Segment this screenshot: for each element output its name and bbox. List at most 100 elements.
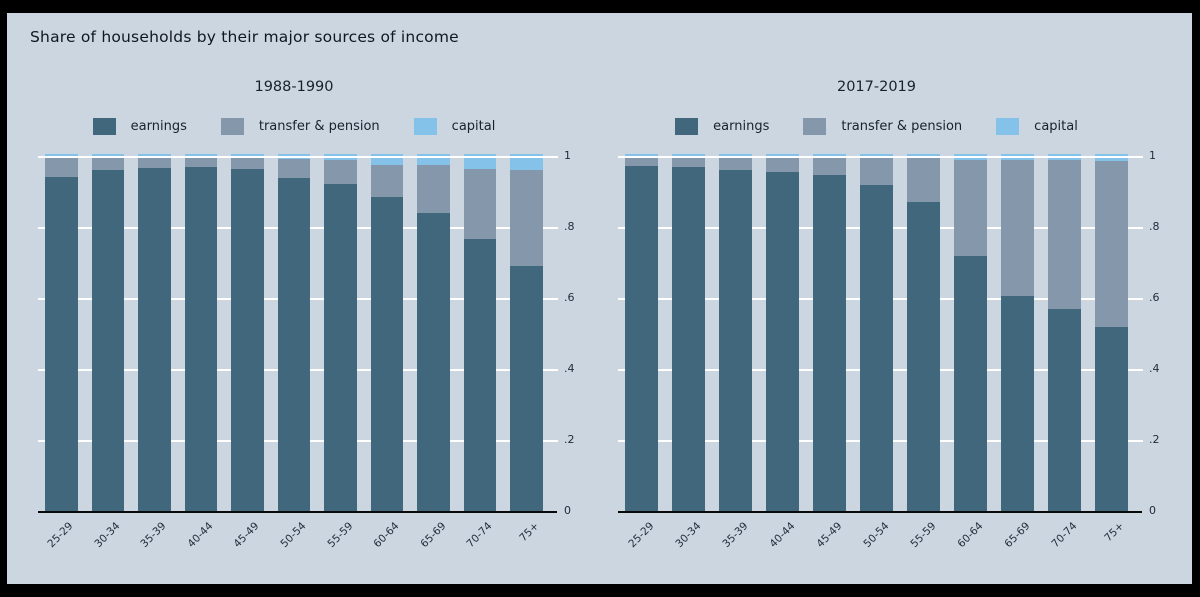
bar-column-65-69	[410, 154, 457, 512]
bar-segment-earnings	[231, 169, 264, 512]
stacked-bar-75+	[1095, 154, 1128, 512]
y-tick-label: 0	[1149, 504, 1156, 517]
x-tick-label-30-34: 30-34	[672, 520, 703, 551]
x-tick-label-65-69: 65-69	[1001, 520, 1032, 551]
bar-segment-capital	[1095, 154, 1128, 161]
stacked-bar-55-59	[907, 154, 940, 512]
bar-segment-earnings	[324, 184, 357, 512]
stacked-bar-70-74	[1048, 154, 1081, 512]
x-tick-label-45-49: 45-49	[231, 520, 262, 551]
bar-segment-capital	[907, 154, 940, 159]
x-tick-label-35-39: 35-39	[138, 520, 169, 551]
transfer-pension-swatch-icon	[803, 118, 827, 135]
bar-segment-earnings	[510, 265, 544, 512]
plot-area-2017-2019: 0 .2 .4 .6 .8 1 25-29 30-34 35-39 40-44 45-49 50-54…	[618, 149, 1160, 550]
panel-1988-1990: 1988-1990 earnings transfer & pension ca…	[7, 13, 1192, 584]
legend-label-earnings: earnings	[713, 119, 770, 134]
bar-segment-capital	[138, 154, 171, 156]
bar-segment-earnings	[277, 177, 311, 512]
bar-segment-earnings	[672, 166, 705, 512]
bar-segment-transfer	[510, 170, 544, 266]
bar-segment-capital	[954, 154, 987, 160]
capital-swatch-icon	[413, 118, 437, 135]
x-tick-label-70-74: 70-74	[1048, 520, 1079, 551]
bar-segment-capital	[860, 154, 893, 158]
bar-segment-earnings	[813, 175, 846, 512]
legend-left: earnings transfer & pension capital	[38, 118, 550, 135]
bar-segment-capital	[277, 153, 311, 160]
bar-segment-earnings	[91, 170, 125, 512]
bar-segment-transfer	[860, 157, 893, 186]
stacked-bar-40-44	[184, 154, 218, 512]
x-tick-label-65-69: 65-69	[418, 520, 449, 551]
gridline-4	[38, 368, 558, 371]
y-tick-label: .6	[1149, 290, 1160, 304]
stacked-bar-70-74	[463, 154, 497, 512]
plot-area-1988-1990: 0 .2 .4 .6 .8 1 25-29 30-34 35-39 40-44 45-49 50-54…	[38, 149, 575, 550]
y-tick-label: .4	[564, 361, 575, 375]
bar-segment-earnings	[1001, 295, 1034, 512]
x-tick-label-25-29: 25-29	[625, 520, 656, 551]
bar-segment-transfer	[44, 155, 78, 178]
bar-segment-capital	[417, 154, 450, 166]
y-tick-label: .8	[564, 219, 575, 233]
bar-segment-capital	[766, 154, 799, 157]
bar-segment-earnings	[625, 166, 658, 512]
gridline-1	[38, 155, 558, 158]
bar-segment-earnings	[44, 177, 78, 512]
bar-segment-transfer	[766, 156, 799, 173]
gridline-4	[618, 368, 1143, 371]
bar-segment-earnings	[184, 167, 218, 512]
gridline-2	[618, 439, 1143, 442]
bar-segment-earnings	[1048, 309, 1081, 512]
bar-column-30-34	[665, 154, 712, 512]
bar-column-70-74	[1041, 154, 1088, 512]
x-tick-label-75+: 75+	[517, 520, 542, 545]
x-axis-line	[38, 511, 557, 513]
legend-item-earnings: earnings	[92, 118, 187, 135]
bar-segment-earnings	[954, 255, 987, 512]
bar-column-30-34	[85, 154, 132, 512]
legend-item-capital: capital	[996, 118, 1078, 135]
stacked-bar-30-34	[91, 154, 125, 512]
x-tick-label-55-59: 55-59	[324, 520, 356, 551]
earnings-swatch-icon	[92, 118, 116, 135]
y-tick-label: 0	[564, 504, 571, 517]
chart-title: Share of households by their major sourc…	[30, 28, 459, 46]
bar-segment-capital	[672, 154, 705, 156]
bar-segment-earnings	[1095, 326, 1128, 512]
bar-segment-capital	[463, 154, 497, 170]
bar-segment-transfer	[1095, 160, 1128, 327]
bar-column-75+	[1088, 154, 1135, 512]
bar-segment-transfer	[463, 169, 497, 239]
x-tick-label-35-39: 35-39	[719, 520, 750, 551]
bar-segment-transfer	[184, 156, 218, 168]
legend-right: earnings transfer & pension capital	[618, 118, 1135, 135]
y-tick-label: .4	[1149, 361, 1160, 375]
bar-segment-transfer	[324, 160, 357, 185]
x-tick-label-75+: 75+	[1101, 520, 1126, 545]
bar-segment-transfer	[719, 155, 752, 170]
bar-segment-transfer	[672, 155, 705, 167]
bar-column-55-59	[900, 154, 947, 512]
legend-label-transfer-pension: transfer & pension	[841, 119, 963, 134]
stacked-bar-65-69	[1001, 154, 1034, 512]
bar-segment-capital	[625, 154, 658, 156]
gridline-6	[38, 297, 558, 300]
bar-column-70-74	[457, 154, 504, 512]
y-tick-label: 1	[1149, 148, 1156, 162]
legend-item-transfer-pension: transfer & pension	[220, 118, 380, 135]
gridline-6	[618, 297, 1143, 300]
stacked-bar-35-39	[138, 154, 171, 512]
stacked-bar-35-39	[719, 154, 752, 512]
x-tick-label-70-74: 70-74	[464, 520, 495, 551]
bar-segment-capital	[184, 154, 218, 157]
stacked-bar-40-44	[766, 154, 799, 512]
bar-column-50-54	[271, 153, 318, 512]
bar-column-25-29	[38, 154, 85, 512]
x-axis-line	[618, 511, 1142, 513]
bar-segment-earnings	[719, 169, 752, 512]
bar-segment-capital	[44, 154, 78, 156]
gridline-8	[38, 226, 558, 229]
x-tick-label-25-29: 25-29	[45, 520, 76, 551]
